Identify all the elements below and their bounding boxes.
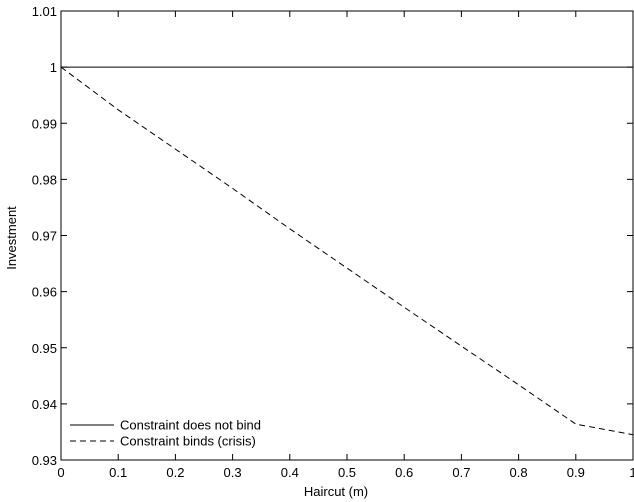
y-tick-label: 0.96 xyxy=(32,285,57,300)
y-tick-label: 0.97 xyxy=(32,229,57,244)
y-tick-label: 0.98 xyxy=(32,172,57,187)
y-tick-label: 0.93 xyxy=(32,453,57,468)
x-tick-label: 0.2 xyxy=(166,465,184,480)
x-tick-label: 1 xyxy=(629,465,634,480)
x-axis-label: Haircut (m) xyxy=(304,484,368,499)
legend-label-2: Constraint binds (crisis) xyxy=(120,434,256,449)
x-tick-label: 0.7 xyxy=(452,465,470,480)
plot-area xyxy=(60,10,634,461)
y-tick-label: 0.95 xyxy=(32,341,57,356)
series-line-2 xyxy=(60,66,634,436)
y-axis-label: Investment xyxy=(4,206,19,270)
x-tick-label: 0.8 xyxy=(510,465,528,480)
y-tick-label: 0.99 xyxy=(32,116,57,131)
x-tick-label: 0.4 xyxy=(281,465,299,480)
x-tick-label: 0.9 xyxy=(567,465,585,480)
x-tick-label: 0.6 xyxy=(395,465,413,480)
x-tick-label: 0.5 xyxy=(338,465,356,480)
y-tick-label: 1 xyxy=(50,60,57,75)
x-tick-label: 0.3 xyxy=(224,465,242,480)
axes-ticks: 0 0.1 0.2 0.3 0.4 0.5 0.6 0.7 0.8 0.9 1 0.93 0.94 0.9… xyxy=(32,4,634,480)
x-tick-label: 0 xyxy=(57,465,64,480)
series-lines xyxy=(60,66,634,436)
x-tick-label: 0.1 xyxy=(109,465,127,480)
y-tick-label: 0.94 xyxy=(32,397,57,412)
plot-frame xyxy=(60,10,634,461)
y-tick-label: 1.01 xyxy=(32,4,57,19)
legend-label-1: Constraint does not bind xyxy=(120,418,261,433)
